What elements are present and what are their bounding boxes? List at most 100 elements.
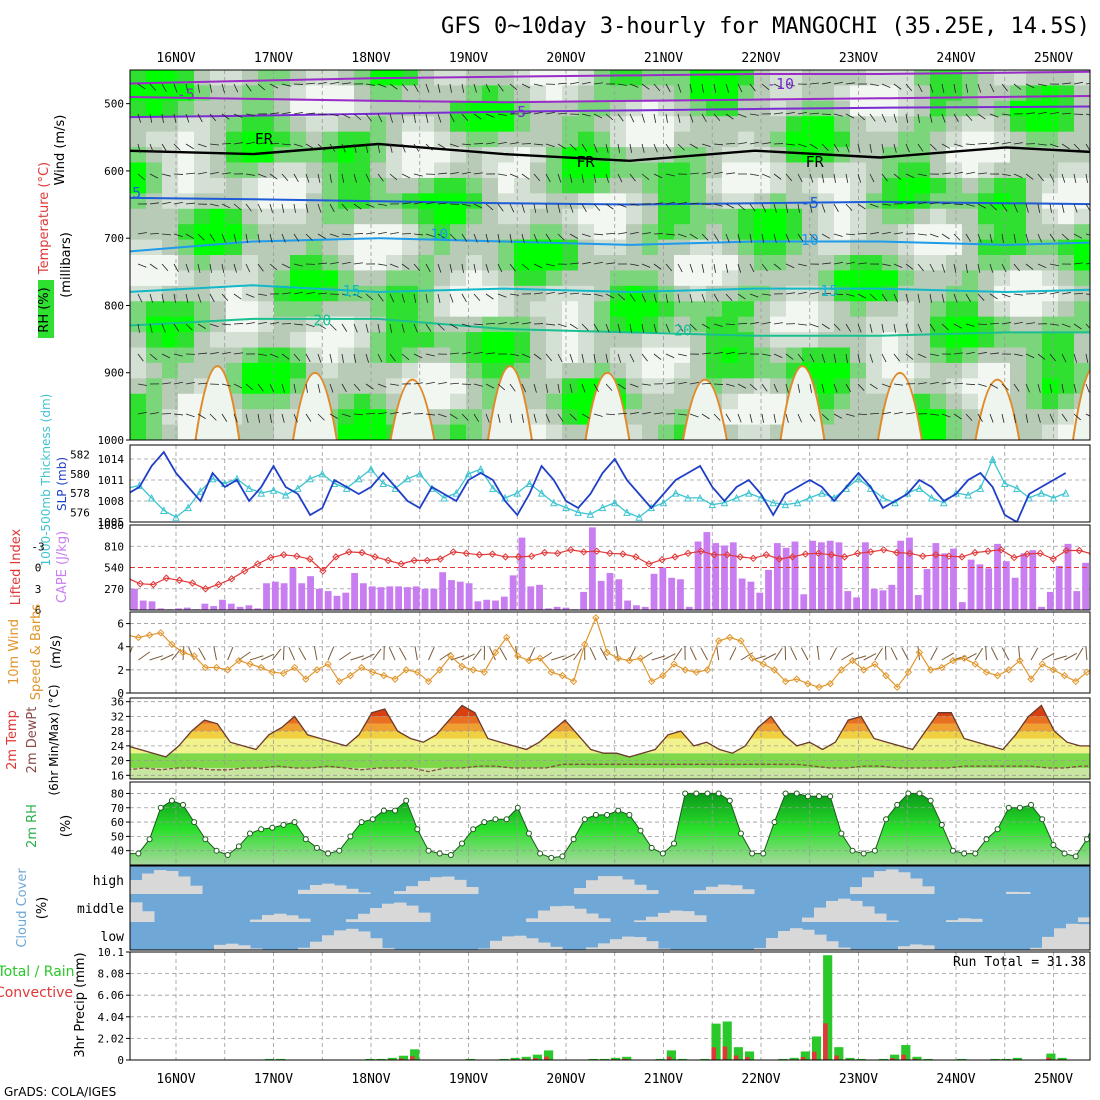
rh-cell	[338, 316, 355, 333]
cloud-cell	[646, 941, 659, 950]
rh-cell	[866, 347, 883, 364]
rh-cell	[658, 193, 675, 210]
wind-barb	[197, 382, 207, 385]
rh-cell	[914, 224, 931, 241]
isotherm-label: FR	[806, 153, 825, 171]
wind-barb	[641, 293, 647, 303]
surface-wind-barb	[461, 653, 475, 661]
wind-barb	[881, 113, 887, 123]
li-marker	[175, 576, 184, 584]
rh-cell	[930, 116, 947, 133]
rh-marker	[760, 850, 767, 857]
rh-cell	[578, 85, 595, 102]
rh-cell	[690, 270, 707, 287]
rh-cell	[786, 177, 803, 194]
wind-barb	[1061, 203, 1065, 213]
wind-speed-marker	[302, 675, 310, 683]
wind-barb	[449, 352, 459, 355]
cape-bar	[412, 586, 420, 610]
wind-speed-marker	[993, 671, 1002, 680]
cloud-cell	[382, 948, 395, 950]
wind-barb	[881, 263, 891, 267]
surface-wind-barb	[499, 647, 508, 661]
wind-barb	[221, 263, 225, 273]
date-label-bottom: 20NOV	[546, 1072, 585, 1087]
rh-cell	[402, 131, 419, 148]
rh-cell	[962, 100, 979, 117]
ylabel-10m-wind: 10m Wind	[7, 619, 22, 685]
wind-barb	[461, 203, 471, 207]
precip-total-bar	[1012, 1057, 1023, 1060]
rh-cell	[594, 85, 611, 102]
rh-cell	[434, 347, 451, 364]
thickness-tick-label: 580	[70, 468, 90, 481]
cape-bar	[439, 572, 447, 610]
wind-barb	[329, 383, 334, 393]
cape-bar	[773, 543, 781, 610]
wind-barb	[317, 413, 325, 421]
wind-barb	[173, 201, 183, 205]
rh-cell	[402, 301, 419, 318]
rh-cell	[386, 347, 403, 364]
rh-cell	[1010, 208, 1027, 225]
rh-cell	[978, 224, 995, 241]
rh-cell	[130, 208, 147, 225]
rh-cell	[530, 70, 547, 87]
rh-cell	[1074, 100, 1090, 117]
rh-cell	[370, 409, 387, 426]
rh-cell	[370, 85, 387, 102]
wind-barb	[161, 143, 168, 152]
wind-barb	[641, 323, 645, 333]
thickness-marker	[940, 498, 948, 507]
precip-convective-bar	[811, 1051, 817, 1060]
rh-cell	[770, 255, 787, 272]
cape-tick-label: 1080	[98, 519, 125, 532]
precip-tick-label: 0	[117, 1054, 124, 1067]
rh-cell	[738, 301, 755, 318]
rh-cell	[162, 332, 179, 349]
wind-barb	[1061, 233, 1069, 241]
rh-cell	[258, 70, 275, 87]
cloud-cell	[526, 918, 539, 922]
rh-cell	[354, 239, 371, 256]
rh-cell	[482, 362, 499, 379]
wind-speed-marker	[469, 666, 477, 674]
wind-barb	[1037, 173, 1044, 182]
wind-barb	[737, 352, 747, 355]
rh-cell	[482, 100, 499, 117]
legend-convective: Convective	[0, 985, 73, 1001]
wind-barb	[725, 323, 736, 326]
rh-cell	[866, 362, 883, 379]
wind-barb	[677, 263, 683, 273]
rh-cell	[194, 362, 211, 379]
wind-barb	[833, 383, 838, 393]
temp-line	[130, 704, 1090, 758]
rh-cell	[130, 162, 147, 179]
cloud-cell	[346, 928, 359, 950]
rh-cell	[402, 224, 419, 241]
date-label-top: 22NOV	[741, 51, 780, 66]
rh-cell	[834, 347, 851, 364]
rh-cell	[562, 177, 579, 194]
rh-cell	[370, 270, 387, 287]
rh-cell	[1042, 85, 1059, 102]
rh-cell	[242, 332, 259, 349]
wind-barb	[401, 263, 410, 270]
rh-cell	[962, 193, 979, 210]
wind-barb	[725, 203, 735, 209]
cloud-cell	[142, 911, 155, 922]
rh-cell	[642, 378, 659, 395]
surface-wind-barb	[327, 646, 335, 661]
rh-cell	[1058, 393, 1075, 410]
wind-barb	[341, 353, 344, 363]
rh-cell	[850, 116, 867, 133]
cape-bar	[597, 580, 605, 610]
rh-cell	[434, 147, 451, 164]
rh-cell	[290, 301, 307, 318]
rh-cell	[658, 301, 675, 318]
rh-cell	[1058, 224, 1075, 241]
rh-marker	[358, 819, 365, 826]
thickness-marker	[781, 500, 790, 509]
rh-cell	[866, 332, 883, 349]
rh-cell	[530, 85, 547, 102]
